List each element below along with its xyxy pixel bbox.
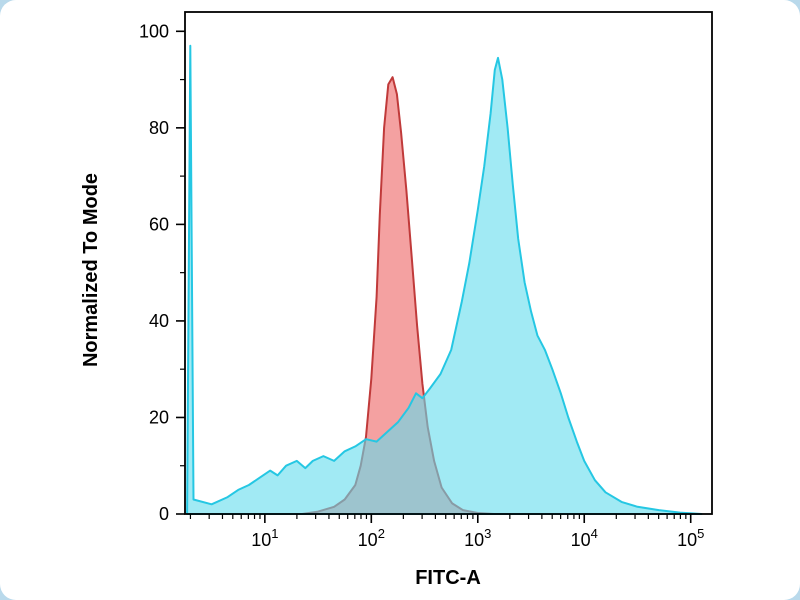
y-tick-label: 0 — [159, 504, 169, 524]
plot-frame — [184, 11, 713, 515]
y-tick-label: 60 — [149, 214, 169, 234]
y-tick-label: 20 — [149, 407, 169, 427]
y-axis-minor-ticks — [180, 78, 185, 467]
x-tick-label: 101 — [251, 526, 278, 550]
x-axis-major-ticks: 101 102 103 104 105 — [251, 514, 704, 550]
y-axis-title: Normalized To Mode — [80, 173, 102, 367]
x-tick-label: 103 — [464, 526, 491, 550]
y-tick-label: 100 — [139, 21, 169, 41]
x-axis-minor-ticks — [189, 514, 687, 519]
y-tick-label: 40 — [149, 311, 169, 331]
cyan-distribution-curve — [186, 44, 703, 515]
x-tick-label: 105 — [677, 526, 704, 550]
y-axis-major-ticks: 0 20 40 60 80 100 — [139, 21, 185, 524]
x-axis-title: FITC-A — [415, 567, 481, 589]
x-tick-label: 104 — [571, 526, 598, 550]
x-tick-label: 102 — [358, 526, 385, 550]
y-tick-label: 80 — [149, 118, 169, 138]
